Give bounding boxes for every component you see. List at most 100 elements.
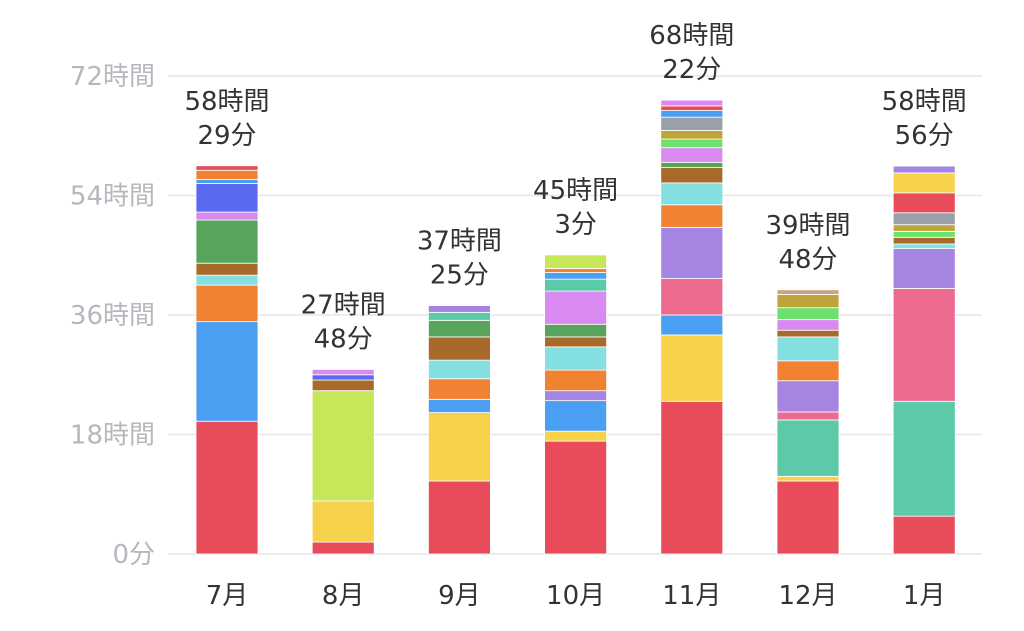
- bar-segment: [195, 262, 259, 276]
- bar-stack: [427, 305, 491, 555]
- bar-segment: [544, 390, 607, 402]
- bar-stack: [660, 99, 724, 555]
- bar-segment: [892, 243, 956, 250]
- bar-segment: [892, 192, 956, 214]
- y-tick-label: 54時間: [70, 182, 155, 212]
- x-axis-tick-labels: 7月 8月 9月 10月 11月 12月 1月: [206, 581, 946, 611]
- bar-segment: [776, 336, 840, 362]
- bar-stack: [892, 165, 956, 555]
- bar-segment: [544, 369, 607, 392]
- bar-total-hours: 68時間: [649, 21, 734, 51]
- bar-segment: [195, 183, 259, 213]
- bar-segment: [776, 319, 840, 331]
- bar-segment: [311, 369, 375, 376]
- bar-segment: [195, 165, 259, 171]
- bar-stack: [311, 369, 375, 555]
- bar-total-minutes: 22分: [662, 55, 721, 85]
- x-tick-label: 8月: [322, 581, 365, 611]
- bar-stack: [776, 289, 840, 555]
- x-tick-label: 1月: [903, 581, 946, 611]
- bar-total-hours: 27時間: [301, 290, 386, 320]
- bar-total-minutes: 29分: [197, 121, 256, 151]
- bar-segment: [544, 278, 607, 292]
- bar-segment: [427, 305, 491, 313]
- bar-segment: [660, 116, 724, 131]
- bar-total-labels: 58時間 29分 27時間 48分 37時間 25分 45時間 3分 68時間 22分 39時間 48…: [184, 21, 966, 354]
- y-tick-label: 36時間: [70, 301, 155, 331]
- bar-segment: [892, 224, 956, 232]
- bar-segment: [892, 248, 956, 289]
- y-tick-label: 0分: [112, 540, 155, 570]
- bar-segment: [660, 182, 724, 206]
- bar-segment: [776, 411, 840, 421]
- bar-total-minutes: 48分: [778, 245, 837, 275]
- x-tick-label: 12月: [778, 581, 837, 611]
- x-tick-label: 11月: [662, 581, 721, 611]
- bar-segment: [892, 400, 956, 517]
- bar-segment: [195, 211, 259, 221]
- bar-segment: [544, 323, 607, 338]
- bar-segment: [776, 307, 840, 321]
- bar-segment: [544, 346, 607, 371]
- bar-segment: [427, 359, 491, 380]
- bar-segment: [195, 219, 259, 264]
- bar-segment: [544, 400, 607, 432]
- bar-segment: [776, 419, 840, 477]
- bar-segment: [776, 380, 840, 413]
- bar-segment: [892, 288, 956, 402]
- bar-total-minutes: 48分: [314, 324, 373, 354]
- bar-segment: [544, 440, 607, 555]
- bar-segment: [311, 500, 375, 543]
- bar-segment: [660, 99, 724, 107]
- bar-segment: [892, 212, 956, 226]
- bar-stack: [195, 165, 259, 555]
- bar-segment: [776, 329, 840, 338]
- x-tick-label: 7月: [206, 581, 249, 611]
- bar-segment: [195, 321, 259, 422]
- bar-segment: [427, 336, 491, 361]
- bar-segment: [311, 390, 375, 502]
- bar-segment: [195, 179, 259, 184]
- bar-total-minutes: 3分: [554, 210, 597, 240]
- bar-segment: [660, 167, 724, 184]
- bar-total-hours: 58時間: [184, 87, 269, 117]
- bar-segment: [544, 290, 607, 325]
- bar-segment: [427, 378, 491, 400]
- bar-segment: [427, 398, 491, 413]
- bar-segment: [660, 334, 724, 402]
- y-tick-label: 72時間: [70, 62, 155, 92]
- x-tick-label: 9月: [438, 581, 481, 611]
- y-axis-tick-labels: 0分 18時間 36時間 54時間 72時間: [70, 62, 155, 570]
- bar-segment: [660, 138, 724, 149]
- bar-segment: [311, 374, 375, 381]
- bar-segment: [660, 147, 724, 163]
- bar-segment: [544, 254, 607, 269]
- bar-segment: [660, 400, 724, 555]
- bars: [195, 99, 956, 555]
- bar-segment: [195, 284, 259, 323]
- bar-segment: [427, 412, 491, 482]
- bar-segment: [660, 204, 724, 228]
- bar-segment: [776, 289, 840, 295]
- y-tick-label: 18時間: [70, 421, 155, 451]
- bar-total-hours: 45時間: [533, 176, 618, 206]
- bar-segment: [544, 268, 607, 273]
- bar-segment: [427, 480, 491, 555]
- bar-stack: [544, 254, 607, 555]
- bar-total-minutes: 25分: [430, 261, 489, 291]
- bar-segment: [892, 230, 956, 238]
- bar-segment: [195, 169, 259, 180]
- bar-segment: [892, 172, 956, 194]
- bar-segment: [660, 278, 724, 316]
- bar-segment: [776, 480, 840, 555]
- bar-segment: [776, 294, 840, 309]
- bar-segment: [195, 420, 259, 555]
- bar-total-hours: 58時間: [882, 87, 967, 117]
- x-tick-label: 10月: [546, 581, 605, 611]
- bar-segment: [544, 272, 607, 280]
- bar-segment: [776, 475, 840, 482]
- bar-total-hours: 39時間: [765, 211, 850, 241]
- bar-segment: [311, 379, 375, 392]
- bar-segment: [427, 311, 491, 321]
